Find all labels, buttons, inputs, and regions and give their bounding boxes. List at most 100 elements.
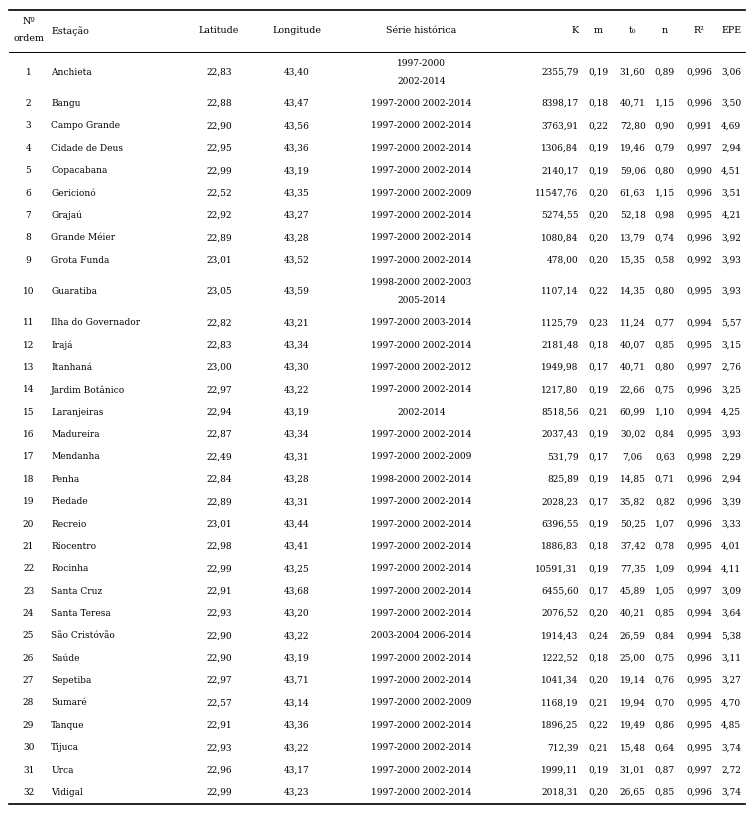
Text: 2355,79: 2355,79 <box>541 68 578 77</box>
Text: 43,31: 43,31 <box>284 452 310 461</box>
Text: 22,84: 22,84 <box>206 475 231 484</box>
Text: Ilha do Governador: Ilha do Governador <box>51 319 140 328</box>
Text: Campo Grande: Campo Grande <box>51 121 120 130</box>
Text: 0,19: 0,19 <box>588 385 608 394</box>
Text: 0,76: 0,76 <box>655 676 675 685</box>
Text: 43,34: 43,34 <box>284 430 310 439</box>
Text: R²: R² <box>694 26 704 36</box>
Text: 2003-2004 2006-2014: 2003-2004 2006-2014 <box>371 632 471 641</box>
Text: 43,22: 43,22 <box>284 385 310 394</box>
Text: 22,95: 22,95 <box>206 143 231 153</box>
Text: 0,20: 0,20 <box>588 233 608 242</box>
Text: 0,86: 0,86 <box>655 720 675 729</box>
Text: 30: 30 <box>23 743 34 752</box>
Text: 24: 24 <box>23 609 34 618</box>
Text: 43,36: 43,36 <box>284 143 310 153</box>
Text: 43,31: 43,31 <box>284 497 310 506</box>
Text: 4,11: 4,11 <box>722 564 741 573</box>
Text: 6396,55: 6396,55 <box>541 519 578 529</box>
Text: 1914,43: 1914,43 <box>541 632 578 641</box>
Text: Recreio: Recreio <box>51 519 87 529</box>
Text: 1997-2000 2002-2014: 1997-2000 2002-2014 <box>371 564 471 573</box>
Text: 3,51: 3,51 <box>722 188 741 197</box>
Text: 1997-2000 2002-2014: 1997-2000 2002-2014 <box>371 654 471 663</box>
Text: 2005-2014: 2005-2014 <box>397 296 446 305</box>
Text: 3763,91: 3763,91 <box>541 121 578 130</box>
Text: 0,82: 0,82 <box>655 497 675 506</box>
Text: 11: 11 <box>23 319 35 328</box>
Text: 26,59: 26,59 <box>620 632 645 641</box>
Text: 1997-2000 2002-2014: 1997-2000 2002-2014 <box>371 121 471 130</box>
Text: 43,19: 43,19 <box>284 166 310 175</box>
Text: Nº: Nº <box>22 17 35 26</box>
Text: 0,995: 0,995 <box>686 430 712 439</box>
Text: Mendanha: Mendanha <box>51 452 100 461</box>
Text: 7,06: 7,06 <box>623 452 642 461</box>
Text: 712,39: 712,39 <box>547 743 578 752</box>
Text: Irajá: Irajá <box>51 341 72 350</box>
Text: 3,50: 3,50 <box>722 99 741 108</box>
Text: 1217,80: 1217,80 <box>541 385 578 394</box>
Text: 4,85: 4,85 <box>721 720 741 729</box>
Text: 1997-2000 2002-2014: 1997-2000 2002-2014 <box>371 609 471 618</box>
Text: 3,93: 3,93 <box>722 430 741 439</box>
Text: 10591,31: 10591,31 <box>535 564 578 573</box>
Text: 0,17: 0,17 <box>588 497 608 506</box>
Text: 26,65: 26,65 <box>620 788 645 797</box>
Text: 21: 21 <box>23 542 34 551</box>
Text: 43,71: 43,71 <box>284 676 310 685</box>
Text: 0,20: 0,20 <box>588 609 608 618</box>
Text: 19,14: 19,14 <box>620 676 645 685</box>
Text: 0,996: 0,996 <box>686 654 712 663</box>
Text: 0,18: 0,18 <box>588 654 608 663</box>
Text: 22,93: 22,93 <box>206 609 231 618</box>
Text: 0,996: 0,996 <box>686 233 712 242</box>
Text: 43,41: 43,41 <box>284 542 310 551</box>
Text: 0,19: 0,19 <box>588 765 608 774</box>
Text: 43,22: 43,22 <box>284 632 310 641</box>
Text: 45,89: 45,89 <box>620 587 645 596</box>
Text: 3,64: 3,64 <box>722 609 741 618</box>
Text: 3,74: 3,74 <box>722 743 741 752</box>
Text: Bangu: Bangu <box>51 99 81 108</box>
Text: 1306,84: 1306,84 <box>541 143 578 153</box>
Text: 43,22: 43,22 <box>284 743 310 752</box>
Text: 43,17: 43,17 <box>284 765 310 774</box>
Text: Santa Cruz: Santa Cruz <box>51 587 103 596</box>
Text: Urca: Urca <box>51 765 74 774</box>
Text: 60,99: 60,99 <box>620 408 645 416</box>
Text: 0,990: 0,990 <box>686 166 712 175</box>
Text: Penha: Penha <box>51 475 79 484</box>
Text: 43,59: 43,59 <box>284 287 310 296</box>
Text: 0,63: 0,63 <box>655 452 675 461</box>
Text: 23,05: 23,05 <box>206 287 231 296</box>
Text: 5,38: 5,38 <box>722 632 741 641</box>
Text: 3,11: 3,11 <box>722 654 741 663</box>
Text: 2002-2014: 2002-2014 <box>397 77 446 86</box>
Text: Guaratiba: Guaratiba <box>51 287 97 296</box>
Text: 43,56: 43,56 <box>284 121 310 130</box>
Text: 22,57: 22,57 <box>206 698 231 707</box>
Text: 0,996: 0,996 <box>686 188 712 197</box>
Text: 0,996: 0,996 <box>686 475 712 484</box>
Text: 22,96: 22,96 <box>206 765 231 774</box>
Text: 3,39: 3,39 <box>722 497 741 506</box>
Text: 0,21: 0,21 <box>588 408 608 416</box>
Text: 1997-2000 2002-2014: 1997-2000 2002-2014 <box>371 143 471 153</box>
Text: 0,71: 0,71 <box>655 475 675 484</box>
Text: Grota Funda: Grota Funda <box>51 256 109 265</box>
Text: 0,996: 0,996 <box>686 497 712 506</box>
Text: 0,20: 0,20 <box>588 676 608 685</box>
Text: 1,09: 1,09 <box>655 564 675 573</box>
Text: 0,75: 0,75 <box>654 385 675 394</box>
Text: 0,991: 0,991 <box>686 121 712 130</box>
Text: 2037,43: 2037,43 <box>541 430 578 439</box>
Text: 22,89: 22,89 <box>206 233 231 242</box>
Text: 19: 19 <box>23 497 35 506</box>
Text: ordem: ordem <box>13 34 44 43</box>
Text: 0,21: 0,21 <box>588 743 608 752</box>
Text: 12: 12 <box>23 341 34 350</box>
Text: 3,93: 3,93 <box>722 287 741 296</box>
Text: 5274,55: 5274,55 <box>541 211 578 220</box>
Text: 20: 20 <box>23 519 34 529</box>
